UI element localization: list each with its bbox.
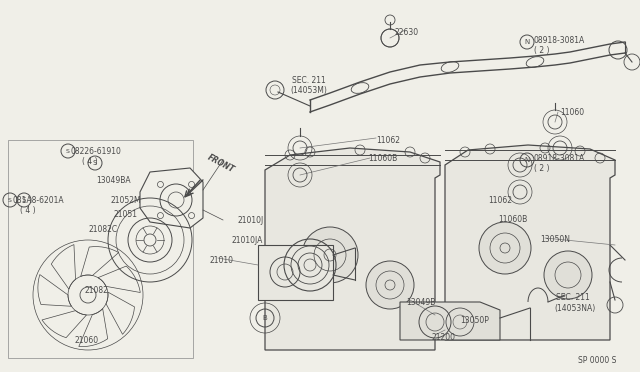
Text: S: S: [93, 160, 97, 166]
Text: (14053M): (14053M): [290, 86, 327, 95]
Text: N: N: [524, 157, 530, 163]
Text: 21052M: 21052M: [110, 196, 141, 205]
Text: N: N: [524, 39, 530, 45]
Text: SP 0000 S: SP 0000 S: [578, 356, 616, 365]
Text: ( 2 ): ( 2 ): [534, 164, 550, 173]
Text: S: S: [66, 148, 70, 154]
Text: 08226-61910: 08226-61910: [70, 147, 121, 156]
Text: 081A8-6201A: 081A8-6201A: [12, 196, 63, 205]
Text: 21051: 21051: [113, 210, 137, 219]
Text: 21010J: 21010J: [238, 216, 264, 225]
Polygon shape: [265, 148, 440, 350]
Text: 13050P: 13050P: [460, 316, 489, 325]
Circle shape: [544, 251, 592, 299]
Polygon shape: [140, 168, 203, 228]
Text: B: B: [262, 315, 268, 321]
Bar: [8, 140, 193, 358]
Text: ( 4 ): ( 4 ): [82, 157, 98, 166]
Text: 08918-3081A: 08918-3081A: [534, 154, 585, 163]
Text: 11062: 11062: [376, 136, 400, 145]
Text: 21082: 21082: [84, 286, 108, 295]
Text: 21010: 21010: [210, 256, 234, 265]
Text: 11060B: 11060B: [368, 154, 397, 163]
Text: 22630: 22630: [395, 28, 419, 37]
Text: S: S: [8, 198, 12, 202]
Circle shape: [302, 227, 358, 283]
Text: 13049BA: 13049BA: [96, 176, 131, 185]
Text: 11060: 11060: [560, 108, 584, 117]
Bar: [258, 245, 333, 300]
Text: ( 2 ): ( 2 ): [534, 46, 550, 55]
Text: SEC. 211: SEC. 211: [556, 293, 589, 302]
Text: FRONT: FRONT: [206, 152, 236, 174]
Text: 21082C: 21082C: [88, 225, 117, 234]
Text: 21060: 21060: [74, 336, 98, 345]
Text: 13050N: 13050N: [540, 235, 570, 244]
Text: 11060B: 11060B: [498, 215, 527, 224]
Text: 08918-3081A: 08918-3081A: [534, 36, 585, 45]
Text: (14053NA): (14053NA): [554, 304, 595, 313]
Polygon shape: [400, 302, 500, 340]
Text: S: S: [22, 197, 26, 203]
Circle shape: [479, 222, 531, 274]
Text: 21010JA: 21010JA: [232, 236, 264, 245]
Circle shape: [366, 261, 414, 309]
Text: 21200: 21200: [432, 333, 456, 342]
Text: 13049B: 13049B: [406, 298, 435, 307]
Polygon shape: [445, 145, 615, 340]
Text: SEC. 211: SEC. 211: [292, 76, 326, 85]
Text: 11062: 11062: [488, 196, 512, 205]
Text: ( 4 ): ( 4 ): [20, 206, 36, 215]
